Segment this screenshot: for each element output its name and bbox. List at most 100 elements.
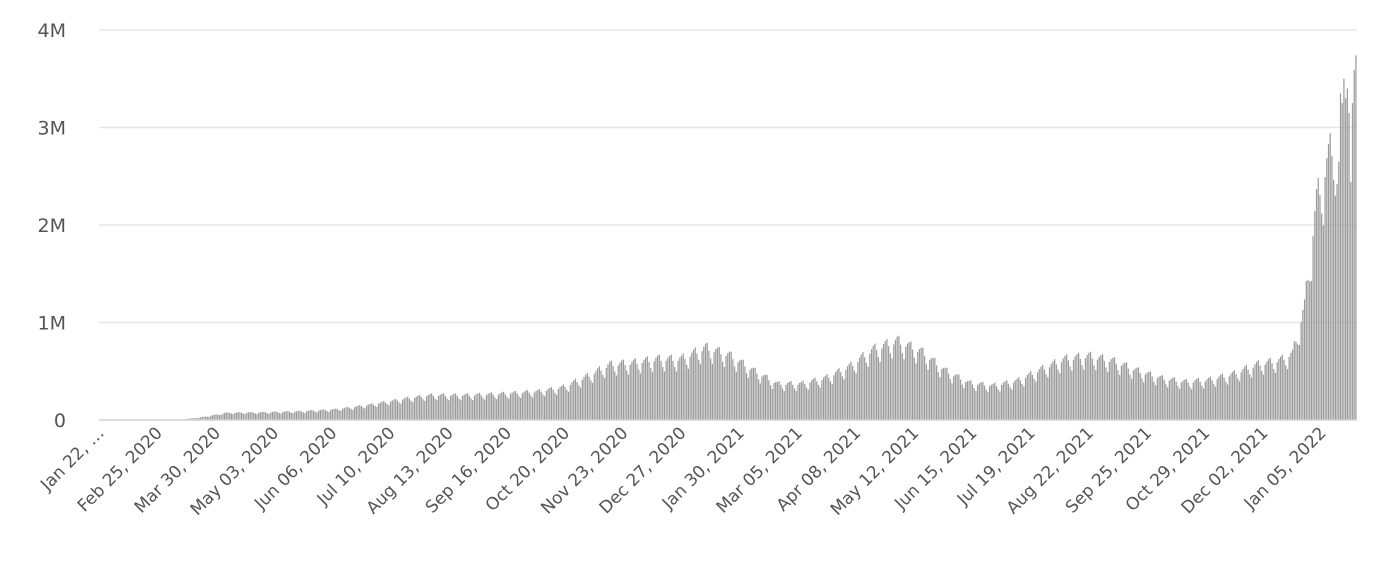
bar [1016, 378, 1018, 420]
bar [1095, 370, 1097, 420]
bar [1235, 374, 1237, 420]
bar [802, 380, 804, 420]
bar [1018, 377, 1020, 420]
bar [1264, 364, 1266, 420]
bar [983, 385, 986, 420]
bar [395, 398, 397, 420]
bar [562, 384, 565, 420]
bar [268, 413, 270, 420]
bar [576, 381, 578, 420]
bar [275, 411, 277, 420]
bar [1156, 378, 1158, 420]
bar [518, 396, 520, 420]
bar [692, 349, 695, 420]
bar [1007, 383, 1010, 420]
bar [946, 367, 948, 420]
bar [1132, 370, 1135, 420]
bar [381, 401, 383, 420]
bar [961, 384, 963, 420]
bar [792, 384, 794, 420]
bar [1302, 309, 1304, 420]
bar [549, 387, 551, 420]
bar [287, 411, 289, 420]
bar [366, 405, 368, 420]
bar [1276, 362, 1278, 420]
bar [271, 411, 274, 420]
bar [1213, 384, 1215, 420]
bar [1286, 369, 1289, 420]
bar [1189, 386, 1191, 420]
bar [213, 414, 215, 420]
bar [1083, 369, 1085, 420]
bar [1071, 370, 1073, 420]
bar [1288, 357, 1290, 420]
bar [460, 400, 462, 420]
bar [1336, 184, 1338, 420]
bar [1194, 380, 1196, 420]
bar [1042, 364, 1044, 420]
bar [1201, 385, 1203, 420]
bar [480, 395, 482, 420]
bar [482, 397, 484, 420]
bar [648, 362, 650, 420]
bar [1319, 195, 1321, 420]
bar [415, 396, 417, 420]
bar [956, 374, 958, 420]
bar [1069, 366, 1071, 420]
bar [876, 350, 878, 420]
bar [227, 412, 229, 420]
bar [326, 411, 328, 420]
y-tick-label: 4M [38, 20, 66, 42]
bar [932, 357, 934, 420]
bar [1295, 341, 1297, 420]
bar [841, 376, 844, 420]
bar [728, 351, 731, 420]
bar [359, 405, 361, 420]
bar [1268, 359, 1270, 420]
bar [771, 388, 773, 420]
bar [1197, 377, 1200, 420]
bar [466, 393, 469, 420]
bar [211, 415, 214, 420]
bar [627, 374, 630, 420]
bar [526, 390, 529, 420]
y-tick-labels: 0 1M 2M 3M 4M [38, 20, 66, 432]
bar [641, 363, 643, 420]
bar [513, 391, 515, 420]
bar [1238, 381, 1241, 420]
bar [1043, 369, 1046, 420]
bar [235, 412, 238, 420]
bar [1271, 363, 1273, 420]
bar [246, 412, 248, 420]
bar [405, 397, 407, 420]
bar [1244, 366, 1246, 420]
bar [253, 412, 255, 420]
bar [1086, 354, 1088, 420]
bar [1249, 374, 1251, 420]
bar [603, 378, 606, 420]
bar [593, 374, 595, 420]
bar [372, 404, 375, 420]
bar [324, 410, 327, 420]
bar [1113, 357, 1116, 420]
bar [633, 359, 635, 420]
bar [607, 364, 609, 420]
bar [391, 400, 393, 420]
bar [434, 398, 436, 420]
bar [1242, 369, 1244, 420]
bar [1045, 374, 1047, 420]
bar [455, 393, 457, 420]
bar [694, 347, 696, 420]
bar [241, 412, 243, 420]
bar [198, 417, 200, 420]
bar [1079, 358, 1081, 420]
bar [829, 381, 832, 420]
bar [1257, 360, 1259, 420]
bar [971, 384, 974, 420]
bar [1146, 372, 1148, 420]
bar [725, 355, 727, 420]
bar [643, 359, 645, 420]
bar [448, 400, 450, 420]
bar [1105, 367, 1107, 420]
bar [223, 413, 226, 420]
